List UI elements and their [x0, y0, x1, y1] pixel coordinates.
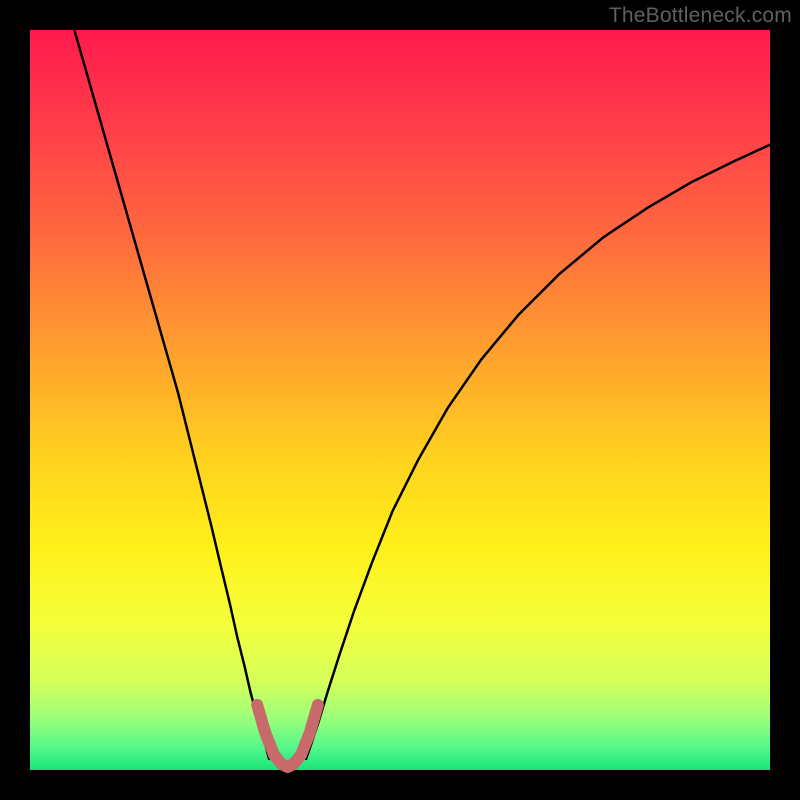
bottleneck-curve-chart — [0, 0, 800, 800]
chart-frame: TheBottleneck.com — [0, 0, 800, 800]
plot-background — [30, 30, 770, 770]
